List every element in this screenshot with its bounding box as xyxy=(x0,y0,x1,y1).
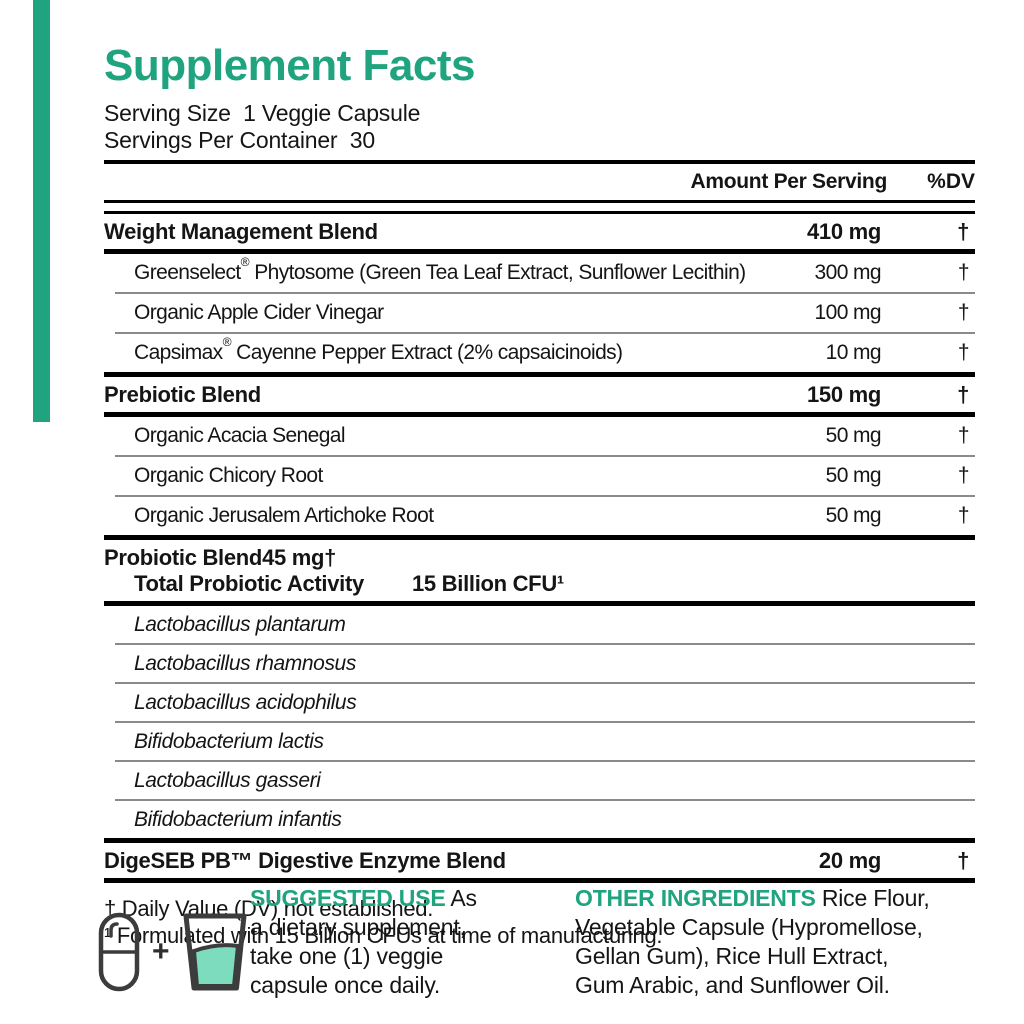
ingredient-name: Probiotic Blend xyxy=(104,545,263,570)
species-name: Bifidobacterium lactis xyxy=(134,730,324,753)
ingredient-dv: † xyxy=(324,545,337,570)
species-name: Bifidobacterium infantis xyxy=(134,808,342,831)
ingredient-dv: † xyxy=(957,424,970,447)
table-row: Organic Acacia Senegal 50 mg † xyxy=(104,417,975,455)
footnote-cfu: ¹ Formulated with 15 Billion CFUs at tim… xyxy=(104,923,663,948)
divider xyxy=(104,372,975,377)
table-row-blend: Prebiotic Blend 150 mg † xyxy=(104,377,975,412)
ingredient-name: Capsimax® Cayenne Pepper Extract (2% cap… xyxy=(134,334,623,364)
other-ingredients-text: Rice Flour, xyxy=(815,885,930,911)
suggested-use-line: capsule once daily. xyxy=(250,972,441,998)
table-row-blend: DigeSEB PB™ Digestive Enzyme Blend 20 mg… xyxy=(104,843,975,878)
table-row: Organic Chicory Root 50 mg † xyxy=(104,457,975,495)
panel-title: Supplement Facts xyxy=(104,41,475,90)
ingredient-dv: † xyxy=(957,504,970,527)
ingredient-dv: † xyxy=(957,848,969,873)
divider xyxy=(115,292,975,294)
supplement-facts-panel: Supplement Facts Serving Size 1 Veggie C… xyxy=(104,0,975,949)
ingredient-amount: 50 mg xyxy=(825,504,882,527)
divider xyxy=(104,535,975,540)
dosage-icons: + xyxy=(98,912,248,992)
divider xyxy=(104,878,975,883)
divider xyxy=(104,412,975,417)
ingredient-amount: 50 mg xyxy=(825,424,882,447)
column-header-dv: %DV xyxy=(927,170,975,193)
ingredient-dv: † xyxy=(957,464,970,487)
ingredient-amount: 50 mg xyxy=(825,464,882,487)
divider xyxy=(104,838,975,843)
ingredient-amount: 300 mg xyxy=(814,261,882,284)
ingredient-amount: 100 mg xyxy=(814,301,882,324)
table-row: Organic Jerusalem Artichoke Root 50 mg † xyxy=(104,497,975,535)
table-header-row: Amount Per Serving %DV xyxy=(104,164,975,198)
ingredient-amount: 20 mg xyxy=(818,848,881,873)
footnote-daily-value: † Daily Value (DV) not established. xyxy=(104,896,434,921)
ingredient-amount: 45 mg xyxy=(262,545,325,570)
ingredient-name: Organic Acacia Senegal xyxy=(134,424,346,447)
divider xyxy=(115,721,975,723)
table-row-blend-probiotic: Probiotic Blend 45 mg † Total Probiotic … xyxy=(104,540,975,601)
divider xyxy=(115,643,975,645)
ingredient-name: Organic Chicory Root xyxy=(134,464,323,487)
ingredient-dv: † xyxy=(957,382,969,407)
serving-size: Serving Size 1 Veggie Capsule xyxy=(104,100,421,126)
table-row: Greenselect® Phytosome (Green Tea Leaf E… xyxy=(104,254,975,292)
ingredient-dv: † xyxy=(957,341,970,364)
ingredient-subamount: 15 Billion CFU¹ xyxy=(411,571,564,596)
ingredient-name: DigeSEB PB™ Digestive Enzyme Blend xyxy=(104,848,506,873)
suggested-use-text: As xyxy=(445,885,477,911)
divider xyxy=(115,760,975,762)
divider xyxy=(104,601,975,606)
ingredient-name: Organic Jerusalem Artichoke Root xyxy=(134,504,434,527)
divider xyxy=(104,249,975,254)
species-name: Lactobacillus acidophilus xyxy=(134,691,357,714)
divider xyxy=(104,160,975,164)
plus-icon: + xyxy=(152,935,170,968)
ingredient-dv: † xyxy=(957,301,970,324)
table-row-species: Lactobacillus gasseri xyxy=(104,762,975,799)
suggested-use-line: take one (1) veggie xyxy=(250,943,444,969)
divider xyxy=(115,799,975,801)
species-name: Lactobacillus plantarum xyxy=(134,613,346,636)
other-ingredients-line: Gum Arabic, and Sunflower Oil. xyxy=(575,972,890,998)
table-row-species: Lactobacillus rhamnosus xyxy=(104,645,975,682)
ingredient-dv: † xyxy=(957,261,970,284)
servings-per-container: Servings Per Container 30 xyxy=(104,127,375,153)
ingredient-amount: 150 mg xyxy=(806,382,881,407)
ingredient-name: Weight Management Blend xyxy=(104,219,378,244)
divider xyxy=(115,455,975,457)
other-ingredients-label: OTHER INGREDIENTS xyxy=(575,885,816,911)
table-row-blend: Weight Management Blend 410 mg † xyxy=(104,214,975,249)
species-name: Lactobacillus gasseri xyxy=(134,769,321,792)
table-row: Capsimax® Cayenne Pepper Extract (2% cap… xyxy=(104,334,975,372)
ingredient-amount: 410 mg xyxy=(806,219,881,244)
ingredient-name: Organic Apple Cider Vinegar xyxy=(134,301,384,324)
other-ingredients: OTHER INGREDIENTS Rice Flour, Vegetable … xyxy=(575,884,1015,1000)
suggested-use-line: a dietary supplement, xyxy=(250,914,466,940)
table-row-species: Lactobacillus plantarum xyxy=(104,606,975,643)
ingredient-subname: Total Probiotic Activity xyxy=(134,571,364,596)
glass-icon xyxy=(183,913,247,991)
species-name: Lactobacillus rhamnosus xyxy=(134,652,356,675)
ingredient-amount: 10 mg xyxy=(825,341,882,364)
accent-bar xyxy=(33,0,50,422)
table-row-species: Lactobacillus acidophilus xyxy=(104,684,975,721)
divider xyxy=(104,200,975,214)
suggested-use-label: SUGGESTED USE xyxy=(250,885,446,911)
table-row-species: Bifidobacterium lactis xyxy=(104,723,975,760)
ingredient-dv: † xyxy=(957,219,969,244)
other-ingredients-line: Vegetable Capsule (Hypromellose, xyxy=(575,914,923,940)
table-row-species: Bifidobacterium infantis xyxy=(104,801,975,838)
ingredient-name: Greenselect® Phytosome (Green Tea Leaf E… xyxy=(134,254,746,284)
other-ingredients-line: Gellan Gum), Rice Hull Extract, xyxy=(575,943,889,969)
ingredient-name: Prebiotic Blend xyxy=(104,382,261,407)
capsule-icon xyxy=(98,912,140,992)
table-row: Organic Apple Cider Vinegar 100 mg † xyxy=(104,294,975,332)
column-header-amount: Amount Per Serving xyxy=(690,170,888,193)
divider xyxy=(115,682,975,684)
divider xyxy=(115,495,975,497)
divider xyxy=(115,332,975,334)
suggested-use: SUGGESTED USE As a dietary supplement, t… xyxy=(250,884,500,1000)
